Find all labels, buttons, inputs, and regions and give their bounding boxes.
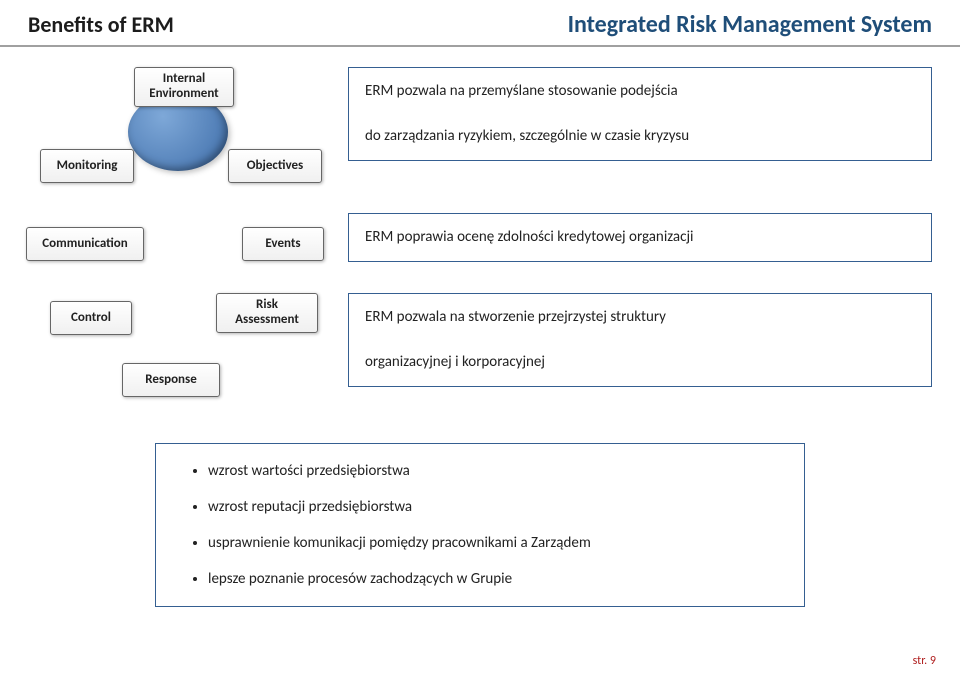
- diagram-2: Communication Events: [28, 213, 338, 277]
- node-monitoring: Monitoring: [40, 149, 134, 183]
- diagram-3: Control Risk Assessment Response: [28, 293, 338, 413]
- row-2-line1: ERM poprawia ocenę zdolności kredytowej …: [365, 228, 694, 246]
- row-3-line2: organizacyjnej i korporacyjnej: [365, 353, 545, 371]
- row-3-text: ERM pozwala na stworzenie przejrzystej s…: [348, 293, 932, 387]
- row-1-line2: do zarządzania ryzykiem, szczególnie w c…: [365, 127, 689, 145]
- row-2: Communication Events ERM poprawia ocenę …: [28, 213, 932, 277]
- title-left: Benefits of ERM: [28, 11, 174, 38]
- bullet-item: usprawnienie komunikacji pomiędzy pracow…: [208, 534, 780, 552]
- title-right: Integrated Risk Management System: [568, 10, 932, 39]
- node-communication: Communication: [26, 227, 144, 261]
- node-objectives: Objectives: [228, 149, 322, 183]
- node-control: Control: [50, 301, 132, 335]
- content: Internal Environment Monitoring Objectiv…: [0, 47, 960, 607]
- bullet-item: wzrost wartości przedsiębiorstwa: [208, 462, 780, 480]
- bullets-box: wzrost wartości przedsiębiorstwa wzrost …: [155, 443, 805, 607]
- bullet-item: lepsze poznanie procesów zachodzących w …: [208, 570, 780, 588]
- bullets-list: wzrost wartości przedsiębiorstwa wzrost …: [190, 462, 780, 588]
- row-3: Control Risk Assessment Response ERM poz…: [28, 293, 932, 413]
- node-events: Events: [242, 227, 324, 261]
- node-risk-assessment: Risk Assessment: [216, 293, 318, 333]
- row-3-line1: ERM pozwala na stworzenie przejrzystej s…: [365, 308, 666, 326]
- footer-page-number: str. 9: [913, 654, 936, 668]
- row-2-text: ERM poprawia ocenę zdolności kredytowej …: [348, 213, 932, 262]
- row-1-text: ERM pozwala na przemyślane stosowanie po…: [348, 67, 932, 161]
- bullet-item: wzrost reputacji przedsiębiorstwa: [208, 498, 780, 516]
- node-response: Response: [122, 363, 220, 397]
- title-bar: Benefits of ERM Integrated Risk Manageme…: [0, 0, 960, 47]
- row-1-line1: ERM pozwala na przemyślane stosowanie po…: [365, 82, 678, 100]
- diagram-1: Internal Environment Monitoring Objectiv…: [28, 67, 338, 197]
- row-1: Internal Environment Monitoring Objectiv…: [28, 67, 932, 197]
- node-internal-environment: Internal Environment: [134, 67, 234, 107]
